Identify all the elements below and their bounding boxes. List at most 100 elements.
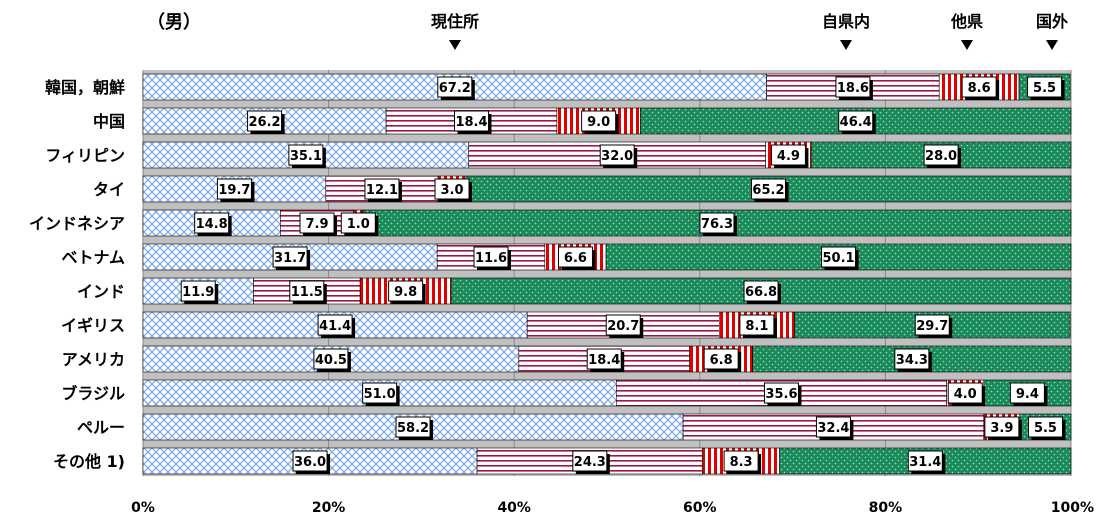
value-label-box: 35.1 bbox=[288, 144, 326, 168]
value-label-bg bbox=[362, 382, 398, 404]
value-label-bg bbox=[317, 314, 353, 336]
value-label: 11.6 bbox=[475, 251, 507, 266]
value-label-bg bbox=[473, 246, 509, 268]
value-label-box: 35.6 bbox=[763, 382, 802, 406]
chart-subtitle: （男） bbox=[147, 12, 201, 33]
category-label: インドネシア bbox=[29, 214, 125, 233]
legend-arrow-same-prefecture bbox=[840, 40, 852, 50]
category-label: ベトナム bbox=[61, 248, 125, 267]
value-label: 32.4 bbox=[817, 421, 849, 436]
value-label-bg bbox=[340, 212, 376, 234]
category-label: タイ bbox=[93, 180, 125, 199]
value-label-bg bbox=[1027, 76, 1063, 98]
value-label-box: 32.0 bbox=[599, 144, 638, 168]
value-label-box: 4.0 bbox=[947, 382, 986, 406]
x-tick-label: 20% bbox=[312, 500, 346, 516]
value-label: 8.1 bbox=[745, 319, 768, 334]
value-label: 5.5 bbox=[1033, 81, 1056, 96]
value-label-bg bbox=[395, 416, 431, 438]
value-label: 32.0 bbox=[601, 149, 633, 164]
value-label: 58.2 bbox=[397, 421, 429, 436]
value-label-bg bbox=[364, 178, 400, 200]
value-label-box: 3.9 bbox=[984, 416, 1022, 440]
value-label: 8.3 bbox=[730, 455, 753, 470]
value-label-bg bbox=[434, 178, 470, 200]
value-label-bg bbox=[984, 416, 1020, 438]
value-label-box: 3.0 bbox=[434, 178, 473, 202]
value-label: 4.9 bbox=[777, 149, 800, 164]
value-label-box: 51.0 bbox=[362, 382, 400, 406]
value-label: 6.6 bbox=[564, 251, 587, 266]
value-label: 76.3 bbox=[701, 217, 733, 232]
legend-arrow-current-address bbox=[449, 40, 461, 50]
value-label-bg bbox=[750, 178, 786, 200]
value-label: 3.0 bbox=[441, 183, 464, 198]
value-label-box: 9.8 bbox=[388, 280, 426, 304]
value-label-box: 19.7 bbox=[216, 178, 255, 202]
value-label-box: 7.9 bbox=[299, 212, 337, 236]
value-label: 9.8 bbox=[394, 285, 417, 300]
value-label: 46.4 bbox=[840, 115, 872, 130]
value-label-bg bbox=[388, 280, 424, 302]
value-label-box: 26.2 bbox=[247, 110, 285, 134]
category-label: 中国 bbox=[93, 112, 125, 131]
value-label-box: 40.5 bbox=[313, 348, 351, 372]
value-label: 18.4 bbox=[588, 353, 620, 368]
value-label: 3.9 bbox=[990, 421, 1013, 436]
value-label: 6.8 bbox=[710, 353, 733, 368]
value-label: 31.4 bbox=[909, 455, 941, 470]
value-label: 35.6 bbox=[765, 387, 797, 402]
legend-arrow-abroad bbox=[1046, 40, 1058, 50]
value-label-box: 31.4 bbox=[907, 450, 946, 474]
value-label-box: 28.0 bbox=[923, 144, 962, 168]
value-label-box: 5.5 bbox=[1027, 76, 1065, 100]
value-label: 20.7 bbox=[607, 319, 639, 334]
category-label: イギリス bbox=[61, 316, 125, 335]
category-label: ペルー bbox=[77, 418, 125, 437]
value-label-box: 8.1 bbox=[739, 314, 777, 338]
value-label-bg bbox=[961, 76, 997, 98]
value-label: 26.2 bbox=[249, 115, 281, 130]
legend-label-abroad: 国外 bbox=[1036, 12, 1068, 31]
value-label-box: 5.5 bbox=[1027, 416, 1066, 440]
value-label-box: 20.7 bbox=[605, 314, 644, 338]
value-label-box: 46.4 bbox=[838, 110, 876, 134]
value-label: 67.2 bbox=[439, 81, 471, 96]
value-label-box: 18.4 bbox=[454, 110, 492, 134]
category-label: アメリカ bbox=[62, 350, 125, 369]
value-label: 28.0 bbox=[925, 149, 957, 164]
value-label-bg bbox=[743, 280, 779, 302]
value-label: 66.8 bbox=[745, 285, 777, 300]
category-label: 韓国，朝鮮 bbox=[45, 78, 125, 97]
value-label-box: 9.0 bbox=[581, 110, 619, 134]
value-label-bg bbox=[437, 76, 473, 98]
value-label-box: 65.2 bbox=[750, 178, 789, 202]
value-label-box: 66.8 bbox=[743, 280, 782, 304]
legend-arrow-other-prefecture bbox=[961, 40, 973, 50]
value-label-bg bbox=[289, 280, 325, 302]
value-label: 51.0 bbox=[364, 387, 396, 402]
value-label-bg bbox=[272, 246, 308, 268]
value-label-box: 18.4 bbox=[586, 348, 625, 372]
x-tick-label: 0% bbox=[131, 500, 155, 516]
category-label: フィリピン bbox=[45, 146, 125, 165]
value-label-bg bbox=[838, 110, 874, 132]
value-label-box: 6.8 bbox=[703, 348, 742, 372]
value-label-box: 8.6 bbox=[961, 76, 1000, 100]
value-label-box: 29.7 bbox=[914, 314, 953, 338]
value-label-box: 67.2 bbox=[437, 76, 475, 100]
legend: 現住所 自県内 他県 国外 bbox=[431, 12, 1068, 50]
value-label: 36.0 bbox=[294, 455, 326, 470]
value-label: 5.5 bbox=[1034, 421, 1057, 436]
value-label-bg bbox=[947, 382, 983, 404]
value-label: 19.7 bbox=[218, 183, 250, 198]
value-label: 18.4 bbox=[455, 115, 487, 130]
value-labels: 67.2 18.6 8.6 5.5 26.2 18.4 9.0 46.4 35.1 32.0 4.9… bbox=[180, 76, 1066, 474]
value-label-bg bbox=[454, 110, 490, 132]
value-label: 29.7 bbox=[916, 319, 948, 334]
value-label-bg bbox=[288, 144, 324, 166]
value-label: 14.8 bbox=[196, 217, 228, 232]
value-label-box: 31.7 bbox=[272, 246, 311, 270]
value-label: 9.4 bbox=[1016, 387, 1039, 402]
category-label: ブラジル bbox=[61, 384, 125, 403]
